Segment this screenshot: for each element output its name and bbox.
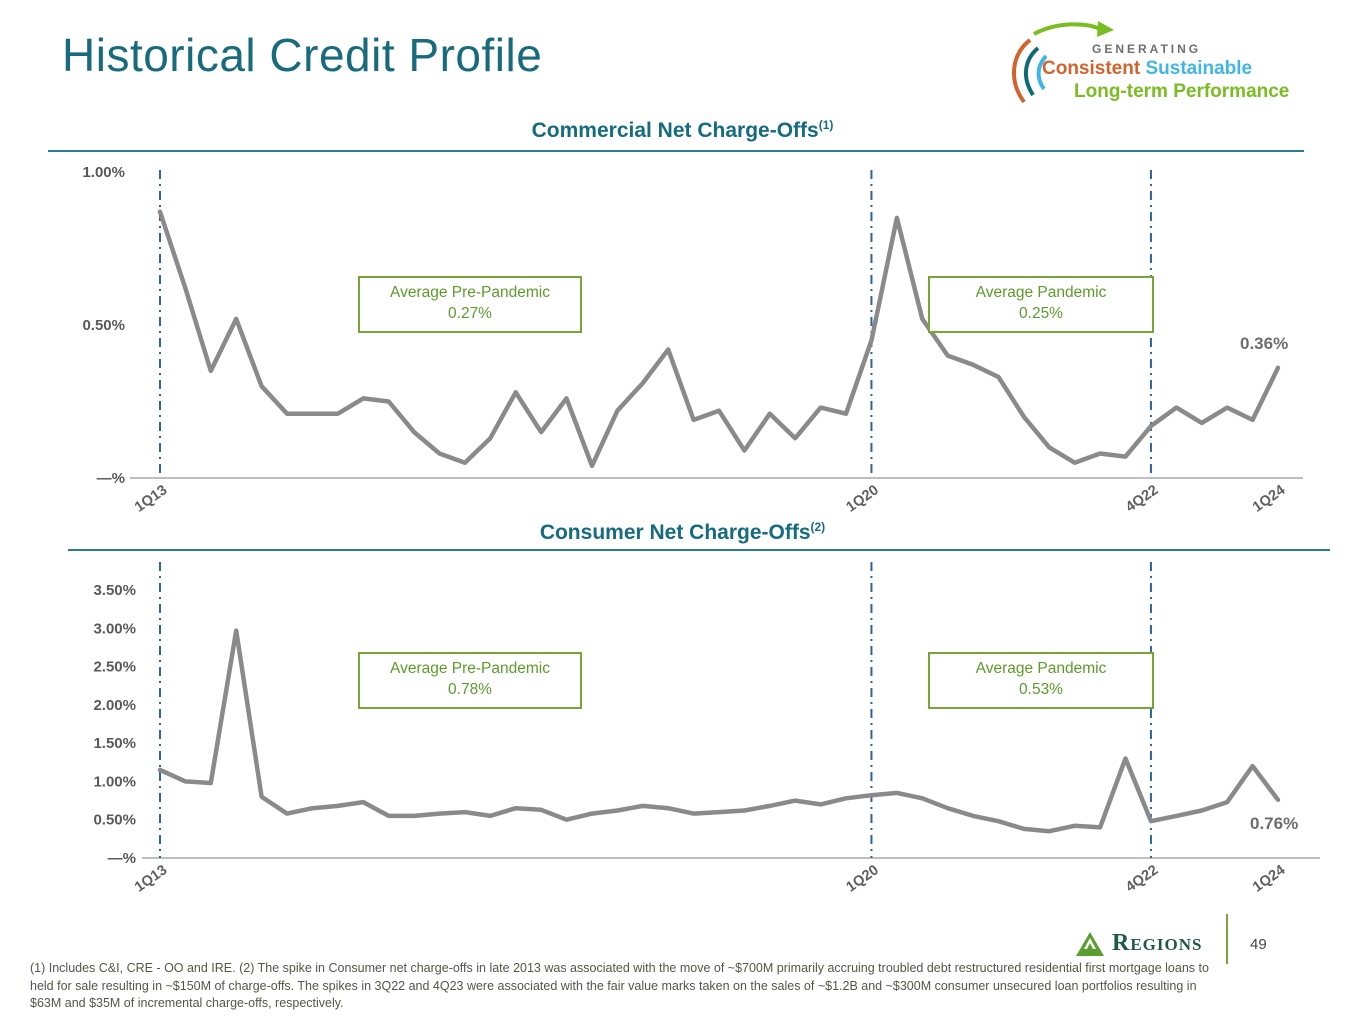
regions-logo: Regions <box>1076 930 1202 957</box>
chart-title-consumer-superscript: (2) <box>810 520 826 534</box>
chart-title-commercial-superscript: (1) <box>818 118 834 132</box>
svg-text:0.50%: 0.50% <box>93 812 136 829</box>
regions-wordmark: Regions <box>1112 930 1203 956</box>
chart-title-commercial: Commercial Net Charge-Offs(1) <box>0 118 1365 143</box>
tagline-swoosh-icon <box>1011 21 1114 104</box>
annotation-value: 0.53% <box>1019 680 1063 698</box>
chart-title-consumer: Consumer Net Charge-Offs(2) <box>0 520 1365 545</box>
svg-text:2.50%: 2.50% <box>93 659 136 676</box>
divider-rule-commercial <box>48 150 1304 152</box>
annotation-value: 0.78% <box>448 680 492 698</box>
footnote: (1) Includes C&I, CRE - OO and IRE. (2) … <box>30 961 1209 1010</box>
annotation-value: 0.27% <box>448 304 492 322</box>
annotation-label: Average Pre-Pandemic <box>390 284 550 301</box>
svg-text:1Q20: 1Q20 <box>844 482 882 515</box>
chart-group-1: 3.50% 3.00% 2.50% 2.00% 1.50% 1.00% 0.50% —%1Q1… <box>93 562 1320 896</box>
svg-text:—%: —% <box>97 470 125 487</box>
tagline-text: GENERATING Consistent Sustainable Long-t… <box>1042 42 1289 103</box>
end-label-commercial: 0.36% <box>1240 334 1289 353</box>
chart-title-commercial-text: Commercial Net Charge-Offs <box>531 119 819 142</box>
tagline-line2: Consistent Sustainable <box>1042 58 1289 80</box>
chart-group-0: 1.00% 0.50% —% 1Q13 1Q20 4Q22 1Q24 <box>82 164 1303 516</box>
tagline-sustainable: Sustainable <box>1145 58 1253 79</box>
svg-text:3.00%: 3.00% <box>93 620 136 637</box>
tagline-longterm: Long-term Performance <box>1074 81 1290 102</box>
svg-text:4Q22: 4Q22 <box>1123 862 1161 895</box>
annotation-pandemic-consumer: Average Pandemic 0.53% <box>928 652 1154 709</box>
tagline-consistent: Consistent <box>1042 58 1141 79</box>
svg-text:1.00%: 1.00% <box>93 773 136 790</box>
svg-text:1Q24: 1Q24 <box>1250 862 1288 895</box>
svg-text:1.00%: 1.00% <box>82 164 125 181</box>
footer-divider <box>1226 914 1228 964</box>
annotation-label: Average Pandemic <box>975 660 1107 677</box>
svg-text:1Q13: 1Q13 <box>132 862 170 895</box>
svg-text:1.50%: 1.50% <box>93 735 136 752</box>
svg-text:1Q20: 1Q20 <box>844 862 882 895</box>
regions-triangle-icon <box>1076 931 1104 956</box>
annotation-pre-pandemic-commercial: Average Pre-Pandemic 0.27% <box>358 276 582 333</box>
divider-rule-consumer <box>68 549 1330 551</box>
svg-text:2.00%: 2.00% <box>93 697 136 714</box>
svg-text:0.50%: 0.50% <box>82 317 125 334</box>
annotation-label: Average Pandemic <box>975 284 1107 301</box>
annotation-value: 0.25% <box>1019 304 1063 322</box>
brand-tagline: GENERATING Consistent Sustainable Long-t… <box>1000 16 1340 116</box>
end-label-consumer: 0.76% <box>1250 814 1299 833</box>
chart-title-consumer-text: Consumer Net Charge-Offs <box>539 521 811 544</box>
svg-text:1Q13: 1Q13 <box>132 482 170 515</box>
annotation-pandemic-commercial: Average Pandemic 0.25% <box>928 276 1154 333</box>
svg-text:—%: —% <box>108 850 136 867</box>
page-number: 49 <box>1250 936 1267 953</box>
svg-text:3.50%: 3.50% <box>93 582 136 599</box>
svg-text:1Q24: 1Q24 <box>1250 482 1288 515</box>
page-title: Historical Credit Profile <box>62 29 543 81</box>
annotation-label: Average Pre-Pandemic <box>390 660 550 677</box>
annotation-pre-pandemic-consumer: Average Pre-Pandemic 0.78% <box>358 652 582 709</box>
tagline-generating: GENERATING <box>1092 42 1202 56</box>
svg-text:4Q22: 4Q22 <box>1123 482 1161 515</box>
